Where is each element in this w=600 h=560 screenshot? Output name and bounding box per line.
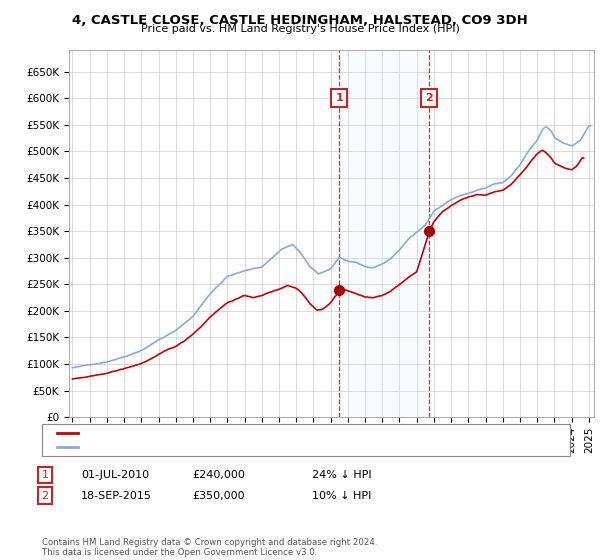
Text: 1: 1 [335,94,343,103]
Text: 2: 2 [41,491,49,501]
Text: HPI: Average price, detached house, Braintree: HPI: Average price, detached house, Brai… [84,442,325,452]
Text: 2: 2 [425,94,433,103]
Text: Contains HM Land Registry data © Crown copyright and database right 2024.
This d: Contains HM Land Registry data © Crown c… [42,538,377,557]
Text: 10% ↓ HPI: 10% ↓ HPI [312,491,371,501]
Bar [339,50,429,417]
Text: 18-SEP-2015: 18-SEP-2015 [81,491,152,501]
Text: 01-JUL-2010: 01-JUL-2010 [81,470,149,480]
Text: 4, CASTLE CLOSE, CASTLE HEDINGHAM, HALSTEAD, CO9 3DH (detached house): 4, CASTLE CLOSE, CASTLE HEDINGHAM, HALST… [84,428,500,438]
Text: 24% ↓ HPI: 24% ↓ HPI [312,470,371,480]
Text: £240,000: £240,000 [192,470,245,480]
Text: 1: 1 [41,470,49,480]
Text: 4, CASTLE CLOSE, CASTLE HEDINGHAM, HALSTEAD, CO9 3DH: 4, CASTLE CLOSE, CASTLE HEDINGHAM, HALST… [72,14,528,27]
Text: Price paid vs. HM Land Registry's House Price Index (HPI): Price paid vs. HM Land Registry's House … [140,24,460,34]
Text: £350,000: £350,000 [192,491,245,501]
